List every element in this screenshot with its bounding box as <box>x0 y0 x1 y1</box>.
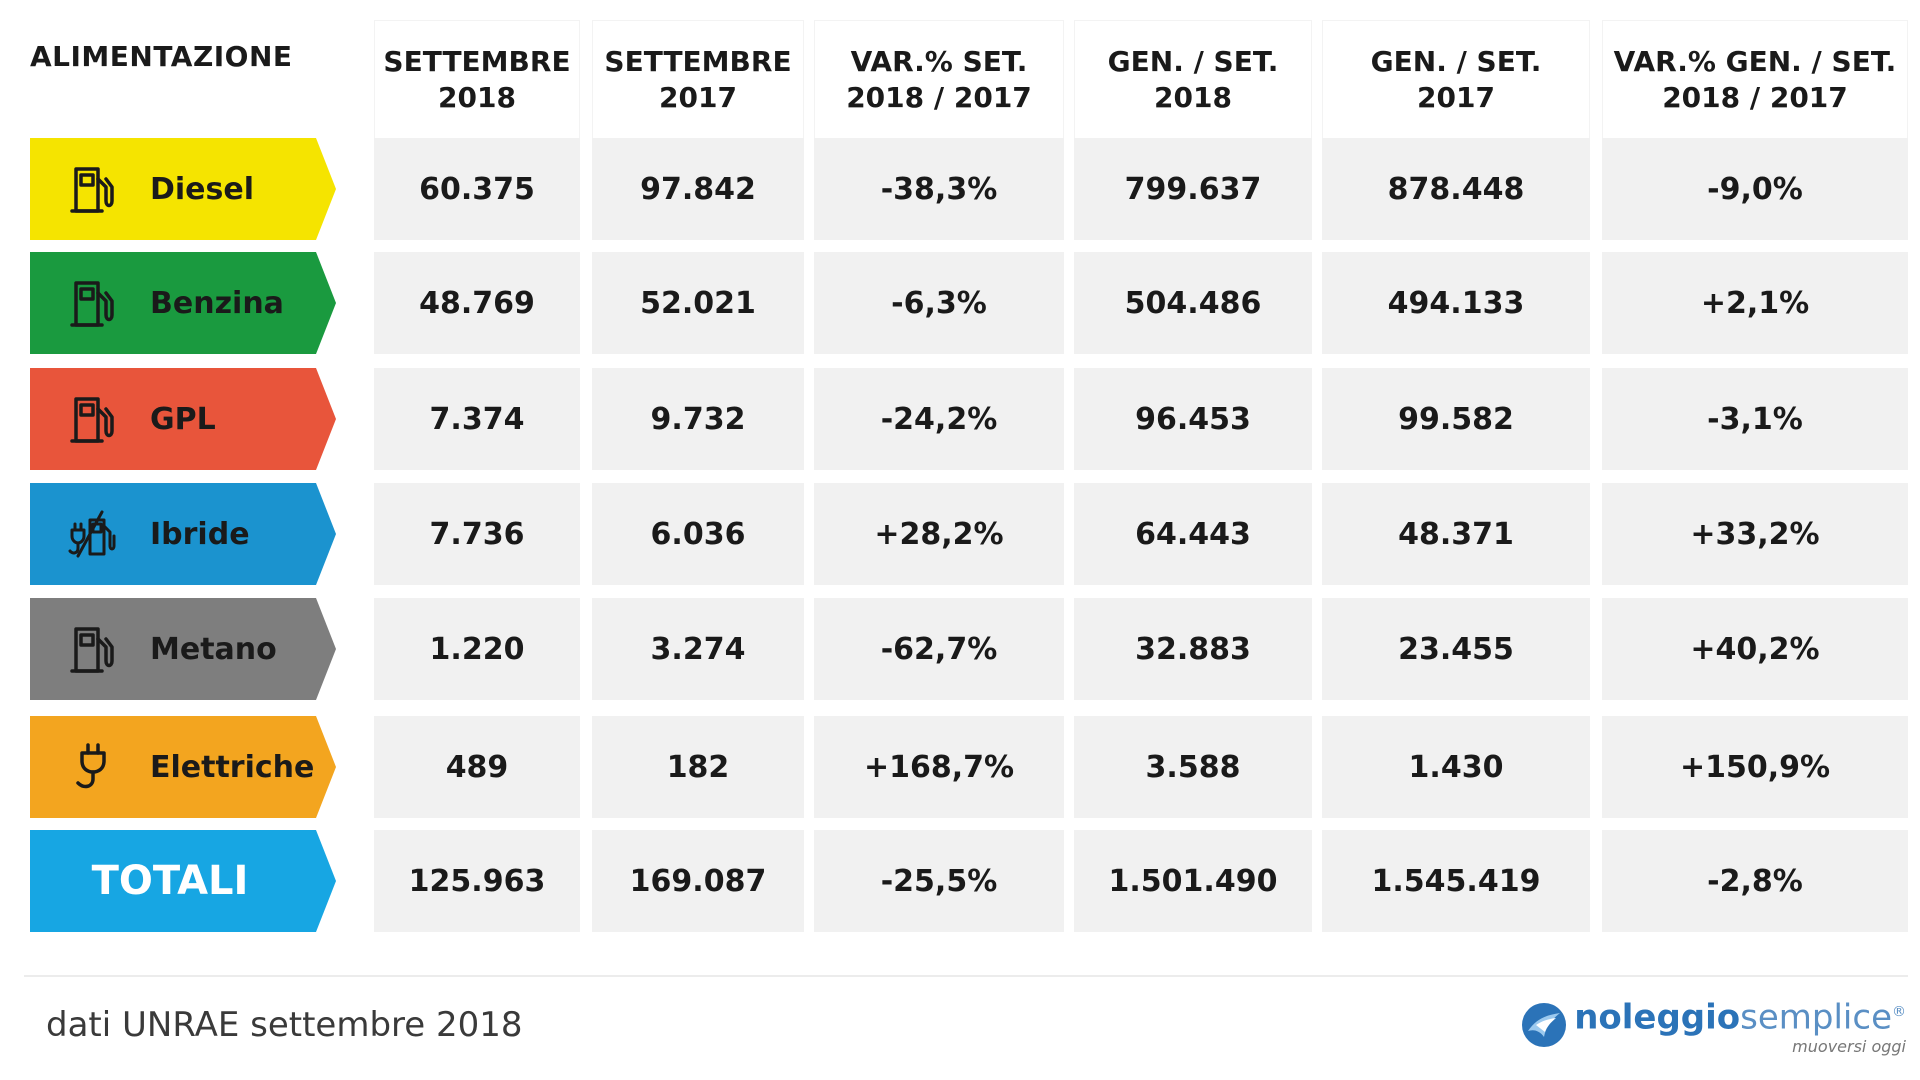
totals-label-tag: TOTALI <box>30 830 336 932</box>
table-cell: 32.883 <box>1074 598 1312 700</box>
column-header-line: 2018 / 2017 <box>846 81 1032 114</box>
column-header-line: 2018 / 2017 <box>1662 81 1848 114</box>
table-cell: 799.637 <box>1074 138 1312 240</box>
table-cell: 1.220 <box>374 598 580 700</box>
table-cell: 1.545.419 <box>1322 830 1590 932</box>
fuel-pump-icon <box>62 389 122 449</box>
table-cell: 3.588 <box>1074 716 1312 818</box>
table-cell: 52.021 <box>592 252 804 354</box>
table-cell: 1.430 <box>1322 716 1590 818</box>
table-cell: -24,2% <box>814 368 1064 470</box>
totals-label: TOTALI <box>91 858 249 904</box>
table-cell: 96.453 <box>1074 368 1312 470</box>
fuel-pump-icon <box>62 273 122 333</box>
fuel-pump-icon <box>62 619 122 679</box>
brand-bird-icon <box>1522 1003 1567 1048</box>
table-cell: -38,3% <box>814 138 1064 240</box>
table-cell: -2,8% <box>1602 830 1908 932</box>
table-cell: 7.736 <box>374 483 580 585</box>
table-cell: +2,1% <box>1602 252 1908 354</box>
table-cell: 60.375 <box>374 138 580 240</box>
column-header-line: VAR.% GEN. / SET. <box>1613 45 1897 78</box>
table-cell: -9,0% <box>1602 138 1908 240</box>
column-header-line: VAR.% SET. <box>850 45 1028 78</box>
fuel-label: Benzina <box>150 285 284 321</box>
table-cell: 6.036 <box>592 483 804 585</box>
column-header-line: SETTEMBRE <box>604 45 792 78</box>
fuel-label: Ibride <box>150 516 250 552</box>
footer-divider <box>24 975 1908 977</box>
fuel-label: Metano <box>150 631 277 667</box>
table-cell: +168,7% <box>814 716 1064 818</box>
table-header-fuel: ALIMENTAZIONE <box>30 40 293 73</box>
table-cell: 99.582 <box>1322 368 1590 470</box>
table-cell: +28,2% <box>814 483 1064 585</box>
column-header-2: SETTEMBRE 2017 <box>592 20 804 140</box>
table-cell: 169.087 <box>592 830 804 932</box>
fuel-tag-elettriche: Elettriche <box>30 716 336 818</box>
column-header-1: SETTEMBRE 2018 <box>374 20 580 140</box>
electric-plug-icon <box>62 737 122 797</box>
column-header-line: 2017 <box>659 81 737 114</box>
column-header-line: 2018 <box>1154 81 1232 114</box>
table-cell: 504.486 <box>1074 252 1312 354</box>
brand-tagline: muoversi oggi <box>1792 1037 1906 1057</box>
table-cell: 48.371 <box>1322 483 1590 585</box>
table-cell: +150,9% <box>1602 716 1908 818</box>
column-header-3: VAR.% SET. 2018 / 2017 <box>814 20 1064 140</box>
table-cell: +33,2% <box>1602 483 1908 585</box>
fuel-label: GPL <box>150 401 216 437</box>
table-cell: -3,1% <box>1602 368 1908 470</box>
table-cell: -6,3% <box>814 252 1064 354</box>
table-cell: 494.133 <box>1322 252 1590 354</box>
table-cell: 23.455 <box>1322 598 1590 700</box>
fuel-tag-benzina: Benzina <box>30 252 336 354</box>
table-cell: 9.732 <box>592 368 804 470</box>
table-cell: 97.842 <box>592 138 804 240</box>
fuel-tag-gpl: GPL <box>30 368 336 470</box>
table-cell: 878.448 <box>1322 138 1590 240</box>
table-cell: 489 <box>374 716 580 818</box>
table-cell: 125.963 <box>374 830 580 932</box>
column-header-line: 2017 <box>1417 81 1495 114</box>
table-cell: 7.374 <box>374 368 580 470</box>
fuel-label: Diesel <box>150 171 255 207</box>
column-header-line: GEN. / SET. <box>1107 45 1279 78</box>
table-cell: -62,7% <box>814 598 1064 700</box>
fuel-tag-diesel: Diesel <box>30 138 336 240</box>
brand-name: noleggiosemplice® <box>1574 997 1906 1038</box>
source-note: dati UNRAE settembre 2018 <box>46 1005 523 1045</box>
table-cell: 3.274 <box>592 598 804 700</box>
table-cell: -25,5% <box>814 830 1064 932</box>
column-header-6: VAR.% GEN. / SET. 2018 / 2017 <box>1602 20 1908 140</box>
fuel-pump-icon <box>62 159 122 219</box>
column-header-line: 2018 <box>438 81 516 114</box>
table-cell: 1.501.490 <box>1074 830 1312 932</box>
fuel-tag-metano: Metano <box>30 598 336 700</box>
column-header-4: GEN. / SET. 2018 <box>1074 20 1312 140</box>
fuel-tag-ibride: Ibride <box>30 483 336 585</box>
column-header-5: GEN. / SET. 2017 <box>1322 20 1590 140</box>
column-header-line: SETTEMBRE <box>383 45 571 78</box>
fuel-label: Elettriche <box>150 749 315 785</box>
table-cell: 182 <box>592 716 804 818</box>
column-header-line: GEN. / SET. <box>1370 45 1542 78</box>
table-cell: +40,2% <box>1602 598 1908 700</box>
table-cell: 48.769 <box>374 252 580 354</box>
hybrid-plug-pump-icon <box>62 504 122 564</box>
brand-logo: noleggiosemplice® muoversi oggi <box>1520 994 1906 1056</box>
table-cell: 64.443 <box>1074 483 1312 585</box>
